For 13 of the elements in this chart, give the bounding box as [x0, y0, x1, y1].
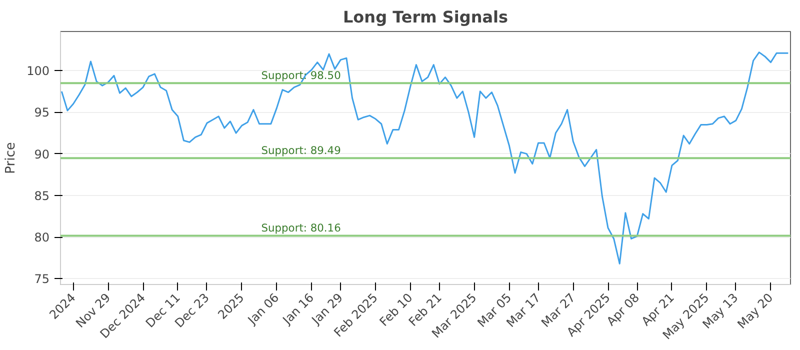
y-tick-label: 90 [34, 147, 50, 162]
ref-line-label: Support: 80.16 [261, 222, 342, 235]
y-axis-title: Price [4, 142, 19, 174]
chart-title: Long Term Signals [342, 8, 508, 26]
y-tick-label: 100 [26, 64, 50, 78]
y-tick-label: 85 [34, 188, 50, 203]
y-tick-label: 95 [34, 106, 50, 120]
x-tick-label: Jan 06 [244, 290, 282, 328]
ref-line-label: Support: 89.49 [261, 144, 342, 158]
ref-line-label: Support: 98.50 [261, 69, 342, 82]
y-tick-label: 75 [34, 272, 50, 286]
y-tick-label: 80 [34, 230, 50, 245]
line-series [60, 52, 789, 264]
